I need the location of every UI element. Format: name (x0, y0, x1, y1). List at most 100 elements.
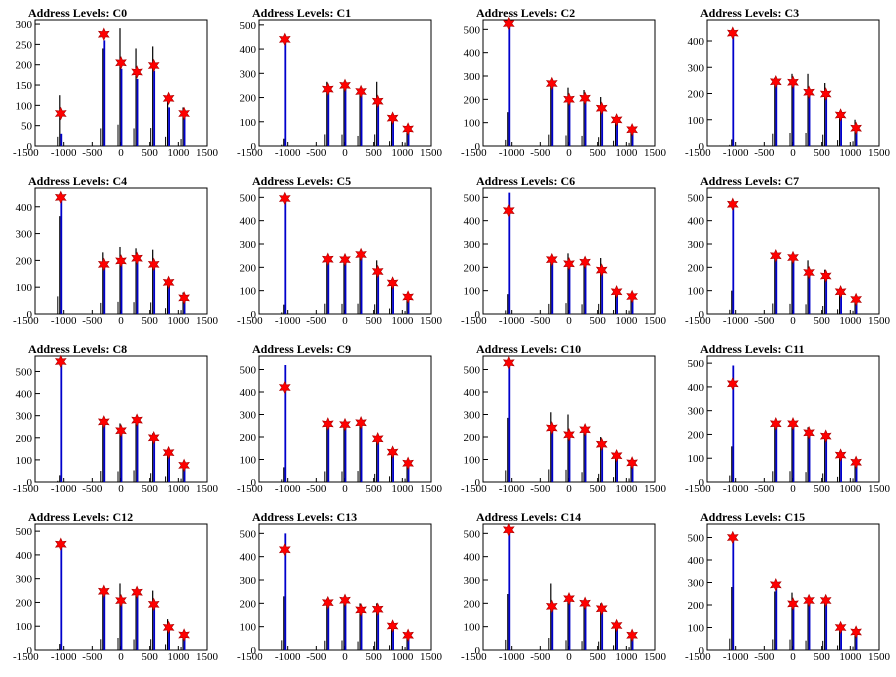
x-tick-label: 1000 (167, 315, 190, 327)
y-tick-label: 400 (688, 382, 705, 394)
x-tick-label: 1000 (167, 651, 190, 663)
x-tick-label: 1000 (391, 483, 414, 495)
y-tick-label: 400 (16, 389, 33, 401)
peak-marker (803, 426, 815, 440)
x-tick-label: -1000 (499, 651, 525, 663)
y-tick-label: 100 (688, 286, 705, 298)
x-tick-label: 1000 (615, 147, 638, 159)
x-tick-label: -1000 (723, 315, 749, 327)
peak-marker (54, 106, 67, 121)
x-tick-label: -1500 (237, 147, 263, 159)
y-tick-label: 500 (464, 24, 481, 36)
x-tick-label: 1000 (839, 483, 862, 495)
peak-marker (402, 290, 414, 304)
x-tick-label: -1500 (461, 483, 487, 495)
y-tick-label: 500 (464, 365, 481, 377)
chart-panel-0: Address Levels: C0 0 50 100 150 200 250 300 -150… (13, 6, 219, 159)
y-tick-label: 400 (464, 387, 481, 399)
y-tick-label: 0 (475, 141, 481, 153)
x-tick-label: 500 (589, 315, 606, 327)
x-tick-label: 1000 (167, 483, 190, 495)
x-tick-label: 1500 (196, 651, 219, 663)
x-tick-label: 500 (365, 483, 382, 495)
x-tick-label: -1000 (51, 651, 77, 663)
y-tick-label: 400 (240, 216, 257, 228)
chart-panel-15: Address Levels: C15 0 100 200 300 400 500 -1500… (685, 510, 891, 663)
x-tick-label: 0 (342, 483, 348, 495)
x-tick-label: -500 (530, 651, 551, 663)
x-tick-label: -500 (530, 147, 551, 159)
x-tick-label: -1000 (723, 483, 749, 495)
peak-marker (115, 593, 127, 608)
peak-marker (610, 618, 623, 633)
y-tick-label: 400 (240, 44, 257, 56)
y-tick-label: 200 (688, 600, 705, 612)
peak-marker (769, 417, 782, 431)
x-tick-label: 0 (790, 483, 796, 495)
chart-panel-14: Address Levels: C14 0 100 200 300 400 500 -1500… (461, 510, 667, 663)
peak-marker (321, 252, 334, 266)
peak-marker (115, 423, 127, 438)
y-tick-label: 400 (688, 36, 705, 48)
x-tick-label: -1500 (237, 315, 263, 327)
x-tick-label: 1500 (644, 315, 667, 327)
peak-marker (402, 456, 414, 471)
chart-title: Address Levels: C3 (700, 6, 799, 20)
x-tick-label: 1500 (420, 315, 443, 327)
x-tick-label: 1500 (196, 147, 219, 159)
y-tick-label: 100 (240, 455, 257, 467)
peak-marker (371, 432, 384, 446)
peak-marker (626, 122, 638, 137)
x-tick-label: 0 (118, 651, 124, 663)
chart-panel-1: Address Levels: C10100200300400500-1500-… (237, 6, 443, 159)
x-tick-label: 1500 (644, 147, 667, 159)
x-tick-label: -1000 (275, 147, 301, 159)
x-tick-label: 0 (118, 147, 124, 159)
peak-marker (278, 380, 291, 395)
y-tick-label: 300 (16, 574, 33, 586)
peak-marker (54, 190, 67, 205)
peak-marker (321, 417, 334, 431)
peak-marker (579, 91, 591, 105)
y-tick-label: 500 (240, 365, 257, 377)
y-tick-label: 0 (475, 477, 481, 489)
x-tick-label: 500 (589, 651, 606, 663)
y-tick-label: 500 (688, 192, 705, 204)
y-tick-label: 500 (688, 358, 705, 370)
y-tick-label: 400 (464, 48, 481, 60)
peak-marker (178, 458, 190, 473)
y-tick-label: 400 (240, 552, 257, 564)
y-tick-label: 200 (464, 262, 481, 274)
y-tick-label: 200 (240, 598, 257, 610)
peak-marker (545, 599, 558, 614)
x-tick-label: 1500 (868, 315, 891, 327)
peak-marker (834, 285, 847, 299)
peak-marker (850, 292, 862, 307)
chart-panel-6: Address Levels: C60100200300400500-1500-… (461, 174, 667, 327)
peak-marker (371, 94, 384, 108)
x-tick-label: 1000 (839, 315, 862, 327)
x-tick-label: 1000 (391, 315, 414, 327)
x-tick-label: 0 (118, 483, 124, 495)
y-tick-label: 300 (688, 406, 705, 418)
peak-marker (115, 254, 127, 268)
chart-panel-12: Address Levels: C12 0 100 200 300 400 500 -1500… (13, 510, 219, 663)
x-tick-label: -1000 (51, 147, 77, 159)
peak-marker (355, 416, 367, 430)
peak-marker (502, 16, 515, 31)
peak-marker (97, 27, 110, 41)
y-tick-label: 300 (464, 71, 481, 83)
y-tick-label: 100 (464, 118, 481, 130)
chart-title: Address Levels: C9 (252, 342, 351, 356)
peak-marker (850, 625, 862, 639)
peak-marker (803, 265, 815, 280)
y-tick-label: 300 (464, 575, 481, 587)
y-tick-label: 100 (464, 455, 481, 467)
y-tick-label: 200 (688, 429, 705, 441)
x-tick-label: 1000 (839, 147, 862, 159)
x-tick-label: -1000 (51, 483, 77, 495)
y-tick-label: 0 (475, 645, 481, 657)
peak-marker (502, 356, 515, 370)
